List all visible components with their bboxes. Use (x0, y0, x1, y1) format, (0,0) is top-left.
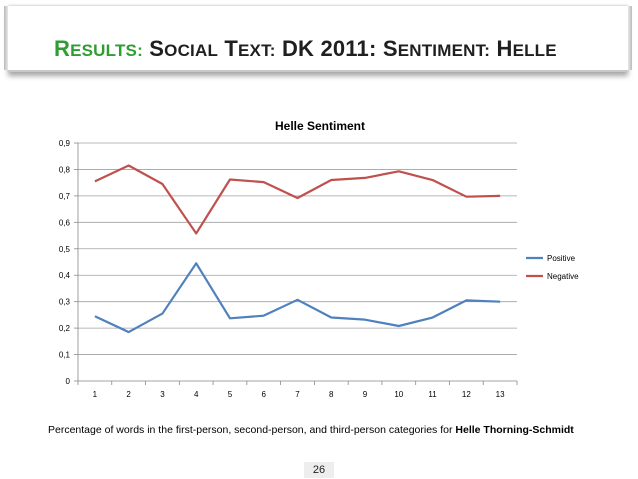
chart-title: Helle Sentiment (275, 119, 365, 133)
y-tick-label: 0,1 (59, 351, 71, 360)
x-tick-label: 3 (160, 390, 165, 399)
x-tick-label: 13 (496, 390, 505, 399)
x-tick-label: 4 (194, 390, 199, 399)
page-number: 26 (304, 462, 334, 478)
y-tick-label: 0 (66, 377, 71, 386)
y-tick-label: 0,4 (59, 271, 71, 280)
title-results: RESULTS: (54, 36, 143, 61)
series-line-positive (94, 262, 501, 334)
chart-caption: Percentage of words in the first-person,… (48, 424, 574, 436)
y-tick-label: 0,3 (59, 298, 71, 307)
x-tick-label: 11 (428, 390, 437, 399)
x-tick-label: 7 (295, 390, 300, 399)
x-tick-label: 6 (262, 390, 267, 399)
x-tick-label: 9 (363, 390, 368, 399)
y-tick-label: 0,8 (59, 165, 71, 174)
title-band: RESULTS: SOCIAL TEXT: DK 2011: SENTIMENT… (4, 6, 632, 72)
x-tick-label: 12 (462, 390, 471, 399)
y-tick-label: 0,7 (59, 192, 71, 201)
slide-title: RESULTS: SOCIAL TEXT: DK 2011: SENTIMENT… (54, 36, 557, 61)
y-tick-label: 0,2 (59, 324, 71, 333)
series-line-negative (94, 164, 501, 235)
legend-label-negative: Negative (547, 272, 579, 281)
y-tick-label: 0,6 (59, 218, 71, 227)
x-tick-label: 2 (126, 390, 131, 399)
y-tick-label: 0,5 (59, 245, 71, 254)
x-tick-label: 8 (329, 390, 334, 399)
x-tick-label: 10 (394, 390, 403, 399)
y-tick-label: 0,9 (59, 139, 71, 148)
x-tick-label: 1 (93, 390, 98, 399)
legend-label-positive: Positive (547, 254, 576, 263)
x-tick-label: 5 (228, 390, 233, 399)
